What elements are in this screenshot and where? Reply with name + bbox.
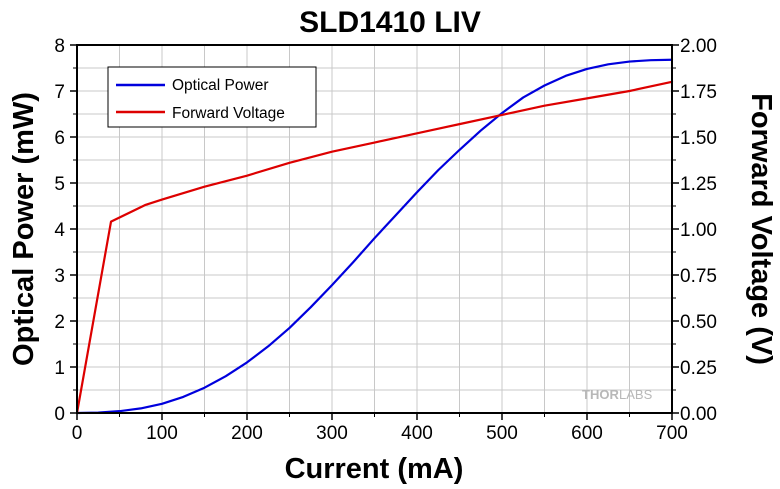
y-tick-label: 6	[54, 128, 65, 149]
x-tick-label: 100	[146, 423, 178, 444]
series-line-optical-power	[75, 58, 674, 415]
y2-tick-label: 0.75	[680, 266, 717, 287]
x-axis-ticks: 0 100 200 300 400 500 600 700	[72, 413, 688, 444]
y2-tick-label: 1.50	[680, 128, 717, 149]
y2-tick-label: 0.00	[680, 404, 717, 425]
x-tick-label: 700	[656, 423, 688, 444]
y-axis-left-ticks: 0 1 2 3 4 5 6 7 8	[54, 36, 77, 425]
x-tick-label: 0	[72, 423, 83, 444]
y-tick-label: 2	[54, 312, 65, 333]
y-tick-label: 4	[54, 220, 65, 241]
watermark-thor: THOR	[582, 387, 619, 402]
y2-tick-label: 1.75	[680, 82, 717, 103]
watermark-labs: LABS	[619, 387, 653, 402]
y-tick-label: 8	[54, 36, 65, 57]
x-tick-label: 500	[486, 423, 518, 444]
legend-box	[107, 66, 317, 128]
y-tick-label: 3	[54, 266, 65, 287]
x-tick-label: 200	[231, 423, 263, 444]
y-axis-left-label: Optical Power (mW)	[8, 92, 40, 366]
y-axis-right-label: Forward Voltage (V)	[745, 93, 777, 365]
legend: Optical Power Forward Voltage	[107, 66, 317, 128]
legend-label-optical-power: Optical Power	[172, 77, 268, 94]
y2-tick-label: 1.25	[680, 174, 717, 195]
y2-tick-label: 0.50	[680, 312, 717, 333]
y2-tick-label: 1.00	[680, 220, 717, 241]
y-tick-label: 0	[54, 404, 65, 425]
x-tick-label: 600	[571, 423, 603, 444]
x-axis-label: Current (mA)	[285, 453, 464, 485]
series-line-forward-voltage	[75, 80, 674, 415]
y2-tick-label: 2.00	[680, 36, 717, 57]
y-tick-label: 7	[54, 82, 65, 103]
x-tick-label: 300	[316, 423, 348, 444]
chart-title: SLD1410 LIV	[299, 6, 481, 39]
y2-tick-label: 0.25	[680, 358, 717, 379]
thorlabs-watermark: THOR LABS	[582, 387, 653, 402]
y-tick-label: 5	[54, 174, 65, 195]
y-tick-label: 1	[54, 358, 65, 379]
x-tick-label: 400	[401, 423, 433, 444]
y-axis-right-ticks: 0.00 0.25 0.50 0.75 1.00 1.25 1.50 1.75 2.00	[672, 36, 717, 425]
series-layer	[75, 58, 674, 415]
legend-label-forward-voltage: Forward Voltage	[172, 105, 285, 122]
